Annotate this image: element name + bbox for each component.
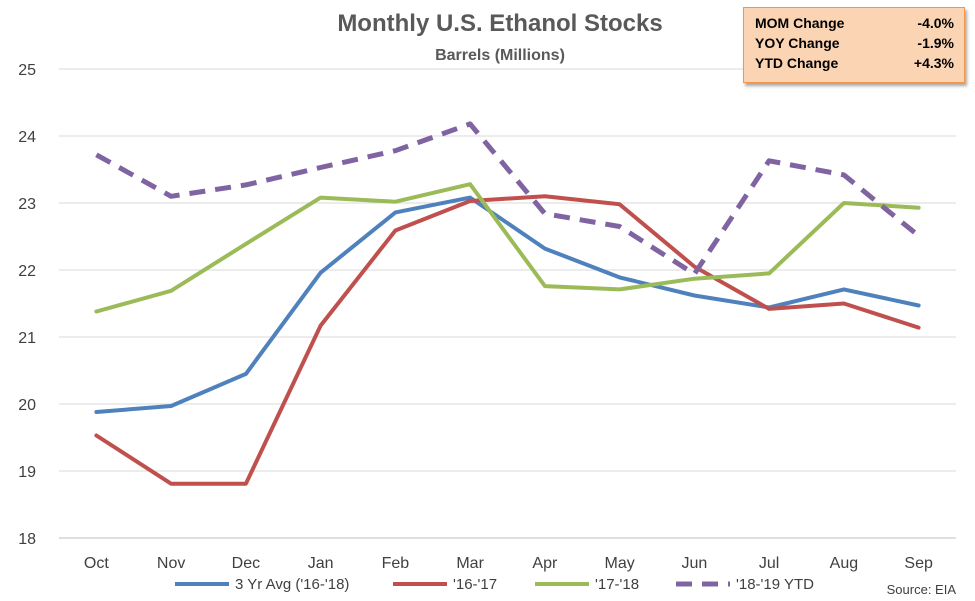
series-line <box>94 182 921 314</box>
series-lines <box>94 121 921 486</box>
x-tick-label: Feb <box>382 555 410 572</box>
x-tick-label: Sep <box>904 555 933 572</box>
legend-label: '18-'19 YTD <box>736 576 814 593</box>
x-tick-label: Dec <box>232 555 260 572</box>
series-line <box>94 194 921 486</box>
stats-value: -1.9% <box>917 35 954 51</box>
stats-label: YOY Change <box>755 35 840 51</box>
y-axis-ticks: 18 19 20 21 22 23 24 25 <box>18 62 36 548</box>
x-axis-ticks: Oct Nov Dec Jan Feb Mar Apr May Jun Jul Aug Sep <box>84 555 933 572</box>
legend-label: '16-'17 <box>453 576 497 593</box>
source-note: Source: EIA <box>887 582 957 597</box>
series-line <box>95 121 921 277</box>
x-tick-label: Jan <box>308 555 334 572</box>
y-tick-label: 22 <box>18 263 36 280</box>
y-tick-label: 19 <box>18 464 36 481</box>
stats-row-yoy: YOY Change -1.9% <box>755 33 954 53</box>
y-tick-label: 23 <box>18 196 36 213</box>
stats-row-ytd: YTD Change +4.3% <box>755 53 954 73</box>
y-tick-label: 18 <box>18 531 36 548</box>
stats-row-mom: MOM Change -4.0% <box>755 13 954 33</box>
legend-label: 3 Yr Avg ('16-'18) <box>235 576 349 593</box>
legend-label: '17-'18 <box>595 576 639 593</box>
gridlines <box>59 68 956 539</box>
chart-subtitle: Barrels (Millions) <box>435 47 565 64</box>
x-tick-label: Aug <box>830 555 858 572</box>
stats-value: -4.0% <box>917 15 954 31</box>
y-tick-label: 24 <box>18 129 36 146</box>
x-tick-label: May <box>605 555 635 572</box>
y-tick-label: 21 <box>18 330 36 347</box>
x-tick-label: Nov <box>157 555 185 572</box>
stats-value: +4.3% <box>913 55 954 71</box>
stats-box: MOM Change -4.0% YOY Change -1.9% YTD Ch… <box>743 7 965 83</box>
y-tick-label: 20 <box>18 397 36 414</box>
stats-label: YTD Change <box>755 55 839 71</box>
stats-label: MOM Change <box>755 15 845 31</box>
x-tick-label: Apr <box>532 555 558 572</box>
x-tick-label: Mar <box>456 555 484 572</box>
chart-title: Monthly U.S. Ethanol Stocks <box>337 10 662 37</box>
legend: 3 Yr Avg ('16-'18) '16-'17 '17-'18 '18-'19 … <box>175 576 814 593</box>
series-line <box>94 195 921 414</box>
x-tick-label: Jul <box>759 555 779 572</box>
x-tick-label: Jun <box>681 555 707 572</box>
x-tick-label: Oct <box>84 555 109 572</box>
y-tick-label: 25 <box>18 62 36 79</box>
